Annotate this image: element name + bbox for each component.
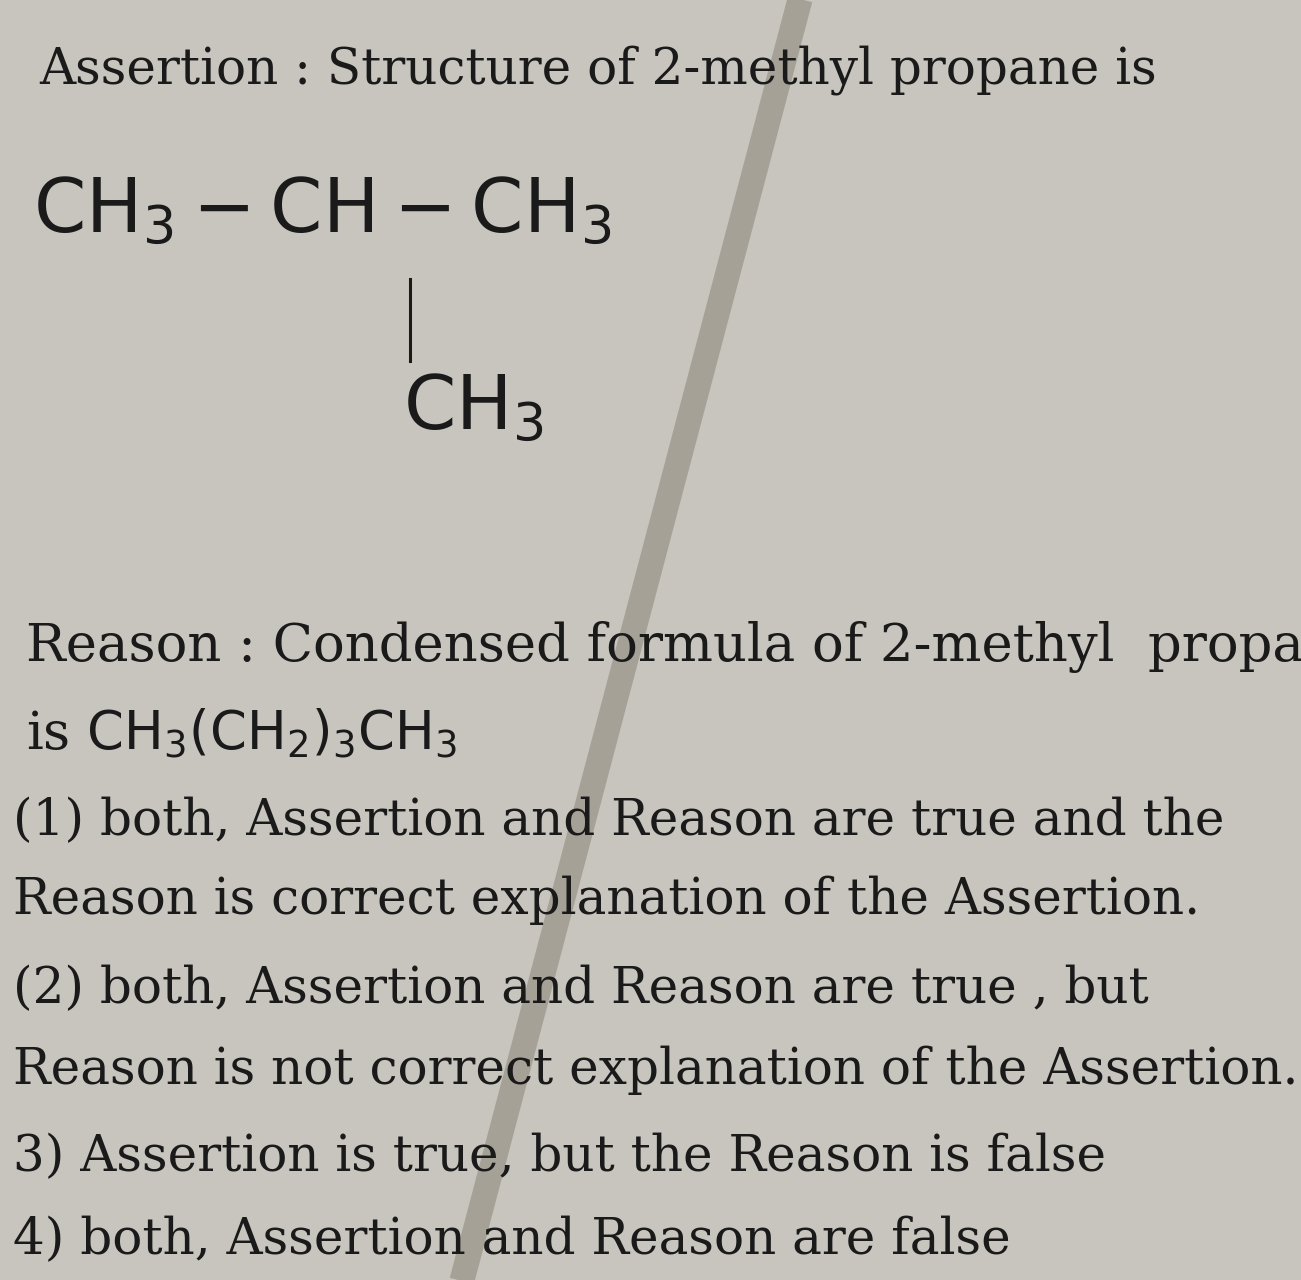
Text: Reason : Condensed formula of 2-methyl  propane: Reason : Condensed formula of 2-methyl p…	[26, 621, 1301, 673]
Text: $\mathrm{CH_3-CH-CH_3}$: $\mathrm{CH_3-CH-CH_3}$	[33, 174, 611, 248]
Text: Assertion : Structure of 2-methyl propane is: Assertion : Structure of 2-methyl propan…	[39, 45, 1157, 95]
Text: (1) both, Assertion and Reason are true and the: (1) both, Assertion and Reason are true …	[13, 796, 1224, 846]
Text: 4) both, Assertion and Reason are false: 4) both, Assertion and Reason are false	[13, 1216, 1011, 1266]
Text: Reason is not correct explanation of the Assertion.: Reason is not correct explanation of the…	[13, 1046, 1298, 1096]
Text: Reason is correct explanation of the Assertion.: Reason is correct explanation of the Ass…	[13, 876, 1200, 925]
Text: 3) Assertion is true, but the Reason is false: 3) Assertion is true, but the Reason is …	[13, 1133, 1106, 1183]
Text: (2) both, Assertion and Reason are true , but: (2) both, Assertion and Reason are true …	[13, 965, 1149, 1015]
Text: $\mathrm{CH_3}$: $\mathrm{CH_3}$	[403, 371, 544, 444]
Text: is $\mathrm{CH_3(CH_2)_3CH_3}$: is $\mathrm{CH_3(CH_2)_3CH_3}$	[26, 707, 457, 760]
